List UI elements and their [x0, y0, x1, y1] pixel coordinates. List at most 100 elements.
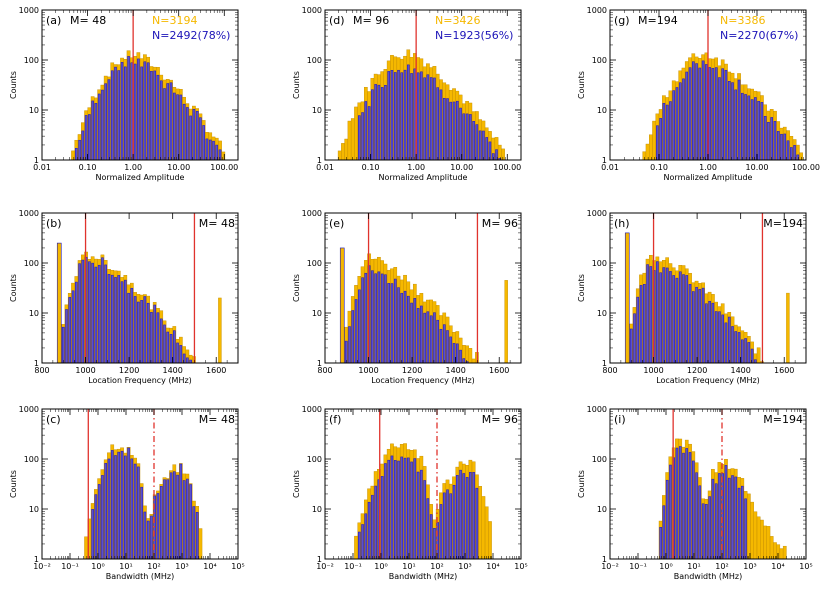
- bar-all: [782, 545, 787, 560]
- x-tick-label: 10⁴: [771, 562, 784, 571]
- bar-subset: [760, 102, 764, 161]
- bar-subset: [104, 463, 107, 560]
- bar-subset: [94, 266, 98, 364]
- bar-subset: [166, 331, 170, 364]
- bar-subset: [130, 458, 134, 560]
- bar-subset: [692, 61, 695, 161]
- bar-subset: [97, 93, 101, 161]
- bar-subset: [410, 461, 413, 560]
- y-tick-label: 1: [317, 156, 322, 165]
- bar-subset: [163, 324, 166, 364]
- bar-subset: [153, 70, 156, 161]
- plot-frame: [324, 9, 522, 161]
- x-tick-label: 10⁻¹: [61, 562, 79, 571]
- x-tick-label: 10³: [175, 562, 188, 571]
- bar-subset: [393, 72, 397, 161]
- bar-all: [649, 134, 653, 161]
- bar-subset: [179, 94, 183, 161]
- y-tick-label: 10: [312, 505, 322, 514]
- bar-subset: [416, 471, 420, 560]
- x-tick-label: 10¹: [402, 562, 415, 571]
- bar-subset: [124, 66, 127, 161]
- bar-subset: [767, 121, 770, 161]
- bar-subset: [724, 322, 728, 364]
- bar-subset: [189, 115, 192, 161]
- bar-all: [471, 358, 476, 364]
- panel-letter: (f): [329, 413, 341, 426]
- bar-edge-spike: [504, 280, 508, 364]
- bar-subset: [685, 71, 689, 161]
- y-tick-label: 100: [24, 259, 39, 268]
- bar-subset: [442, 324, 446, 364]
- y-tick-label: 10: [312, 309, 322, 318]
- bar-subset: [143, 61, 147, 161]
- bar-subset: [714, 67, 718, 161]
- x-tick-label: 0.10: [362, 163, 380, 172]
- bar-subset: [150, 312, 153, 364]
- bar-subset: [724, 465, 728, 560]
- n-subset-label: N=1923(56%): [435, 29, 513, 42]
- bar-subset: [433, 312, 436, 364]
- bar-subset: [364, 513, 368, 560]
- y-tick-label: 1000: [302, 209, 322, 218]
- bar-subset: [452, 101, 456, 161]
- x-tick-label: 1600: [206, 366, 226, 375]
- bar-subset: [140, 486, 143, 560]
- bar-subset: [400, 72, 404, 161]
- y-axis-label: Counts: [577, 71, 586, 99]
- bar-subset: [439, 504, 443, 560]
- bar-subset: [449, 101, 453, 161]
- bar-subset: [688, 284, 692, 364]
- bar-subset: [734, 476, 738, 560]
- bar-subset: [744, 94, 747, 161]
- bar-subset: [107, 79, 111, 161]
- bar-all: [488, 521, 492, 560]
- bar-subset: [665, 267, 669, 364]
- x-tick-label: 10⁴: [203, 562, 216, 571]
- bar-subset: [750, 99, 754, 161]
- bar-subset: [456, 343, 459, 364]
- bar-subset: [124, 455, 127, 560]
- bar-subset: [387, 283, 390, 364]
- y-tick-label: 1: [602, 555, 607, 564]
- bar-all: [484, 506, 489, 560]
- bar-subset: [124, 279, 127, 364]
- bar-subset: [737, 487, 741, 560]
- bar-subset: [475, 487, 479, 560]
- bar-subset: [665, 104, 669, 161]
- bar-subset: [633, 313, 636, 364]
- bar-all: [341, 143, 345, 161]
- bar-all: [763, 525, 767, 560]
- bar-subset: [117, 275, 121, 364]
- n-all-label: N=3194: [152, 14, 197, 27]
- bar-subset: [692, 291, 695, 364]
- panel-b: 1 10 100 1000 800 1000 1200 1400 1600 Location Fr…: [9, 209, 239, 385]
- bar-subset: [215, 144, 219, 161]
- bar-subset: [81, 130, 85, 161]
- bar-subset: [110, 274, 114, 364]
- bar-subset: [169, 334, 173, 364]
- x-tick-label: 10¹: [687, 562, 700, 571]
- bar-subset: [133, 296, 137, 364]
- bar-subset: [137, 466, 140, 560]
- bar-subset: [731, 82, 734, 161]
- x-axis-label: Bandwidth (MHz): [674, 572, 743, 581]
- x-tick-label: 800: [602, 366, 617, 375]
- x-tick-label: 1200: [119, 366, 139, 375]
- bar-subset: [78, 263, 81, 364]
- bar-subset: [348, 326, 351, 364]
- bar-subset: [639, 285, 643, 364]
- bar-subset: [133, 63, 137, 161]
- bar-subset: [731, 475, 734, 560]
- bar-subset: [169, 82, 173, 161]
- bar-subset: [436, 319, 439, 364]
- bar-subset: [393, 278, 397, 364]
- y-tick-label: 10: [29, 505, 39, 514]
- bar-subset: [465, 113, 469, 161]
- bar-subset: [384, 85, 387, 161]
- bar-subset: [452, 343, 456, 364]
- x-tick-label: 1600: [774, 366, 794, 375]
- x-axis-label: Normalized Amplitude: [664, 173, 753, 182]
- bar-subset: [711, 478, 715, 560]
